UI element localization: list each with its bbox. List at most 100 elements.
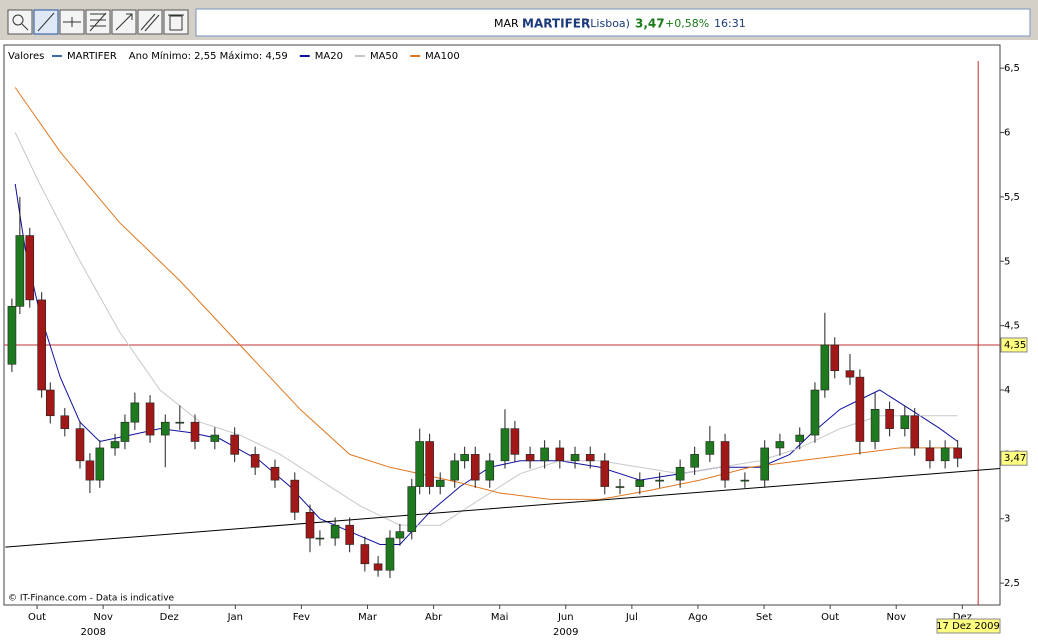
candle-body bbox=[415, 441, 425, 487]
candle-body bbox=[385, 537, 395, 571]
candle-body bbox=[190, 421, 200, 442]
candle-body bbox=[345, 524, 354, 545]
legend-title: Valores bbox=[8, 51, 44, 62]
candle-body bbox=[810, 389, 820, 436]
level-label: 4,35 bbox=[1004, 340, 1026, 351]
candle-body bbox=[270, 466, 280, 481]
trend-line bbox=[5, 468, 1001, 548]
y-tick-label: 6 bbox=[1004, 128, 1010, 139]
toolbar-icons bbox=[12, 12, 184, 32]
candle-body bbox=[425, 441, 434, 487]
candle-body bbox=[953, 447, 963, 459]
candle-body bbox=[160, 421, 170, 436]
x-group-label: 2009 bbox=[553, 627, 578, 638]
candle-body bbox=[290, 479, 300, 513]
candle-body bbox=[675, 466, 685, 481]
x-tick-label: Set bbox=[756, 612, 773, 623]
candle-body bbox=[910, 415, 920, 449]
copyright: © IT-Finance.com - Data is indicative bbox=[8, 594, 175, 604]
candle-body bbox=[655, 479, 664, 482]
x-tick-label: Mai bbox=[491, 612, 509, 623]
candle-body bbox=[7, 306, 17, 365]
candle-body bbox=[25, 235, 35, 301]
candle-body bbox=[407, 486, 417, 532]
candle-body bbox=[615, 486, 625, 488]
candle-body bbox=[570, 454, 580, 462]
candle-body bbox=[175, 421, 185, 424]
y-tick-label: 4,5 bbox=[1004, 321, 1020, 332]
last-price-label: 3,47 bbox=[1004, 453, 1026, 464]
candle-body bbox=[145, 402, 155, 436]
candle-body bbox=[855, 376, 865, 442]
candle-body bbox=[555, 447, 565, 462]
legend-label: MARTIFER bbox=[67, 51, 117, 62]
x-tick-label: Out bbox=[28, 612, 46, 623]
y-tick-label: 3 bbox=[1004, 514, 1010, 525]
legend-note: Ano Mínimo: 2,55 Máximo: 4,59 bbox=[129, 50, 288, 62]
candle-body bbox=[373, 563, 383, 571]
x-tick-label: Mar bbox=[358, 612, 378, 623]
ma-line bbox=[14, 87, 958, 500]
cursor-label: 17 Dez 2009 bbox=[936, 621, 1000, 632]
candle-body bbox=[110, 441, 120, 449]
price: 3,47 bbox=[635, 17, 665, 31]
candle-body bbox=[470, 454, 480, 481]
candle-body bbox=[210, 434, 220, 442]
candle-body bbox=[485, 460, 495, 481]
quote-panel bbox=[195, 8, 1031, 37]
last-price-box bbox=[1000, 450, 1028, 466]
candle-body bbox=[720, 441, 730, 481]
candle-body bbox=[315, 537, 325, 540]
candle-body bbox=[540, 447, 549, 462]
candle-body bbox=[775, 441, 785, 449]
legend: Valores MARTIFER Ano Mínimo: 2,55 Máximo:… bbox=[8, 50, 460, 62]
candle-body bbox=[830, 344, 840, 372]
candle-body bbox=[120, 421, 130, 442]
y-tick-label: 4 bbox=[1004, 385, 1010, 396]
candle-body bbox=[760, 447, 770, 481]
y-tick-label: 5 bbox=[1004, 256, 1010, 267]
candle-body bbox=[885, 409, 894, 429]
candle-body bbox=[15, 235, 25, 307]
candle-body bbox=[305, 512, 315, 539]
cursor-label-box bbox=[936, 618, 1001, 634]
y-tick-label: 6,5 bbox=[1004, 63, 1020, 74]
candle-body bbox=[510, 428, 520, 455]
x-tick-label: Nov bbox=[93, 612, 113, 623]
candle-body bbox=[330, 524, 340, 539]
candle-body bbox=[230, 434, 239, 455]
candle-body bbox=[75, 428, 85, 462]
plot-area bbox=[3, 44, 1001, 606]
parallel-tool-button[interactable] bbox=[137, 9, 163, 35]
y-tick-label: 2,5 bbox=[1004, 578, 1020, 589]
candle-body bbox=[690, 454, 699, 468]
zoom-button[interactable] bbox=[7, 9, 33, 35]
legend-label: MA100 bbox=[425, 51, 460, 62]
x-tick-label: Jan bbox=[227, 612, 243, 623]
candle-body bbox=[585, 454, 595, 462]
candle-body bbox=[940, 447, 950, 462]
x-tick-label: Jun bbox=[557, 612, 574, 623]
x-tick-label: Nov bbox=[886, 612, 906, 623]
exchange: MAR bbox=[494, 17, 519, 30]
market: (Lisboa) bbox=[586, 17, 630, 30]
candle-body bbox=[45, 389, 55, 417]
stock-name: MARTIFER bbox=[522, 17, 590, 31]
candle-body bbox=[450, 460, 460, 481]
candle-body bbox=[500, 428, 510, 462]
candle-body bbox=[95, 447, 105, 481]
candle-body bbox=[870, 409, 880, 442]
candle-body bbox=[130, 402, 140, 423]
candle-body bbox=[705, 441, 715, 455]
candle-body bbox=[845, 370, 855, 378]
x-tick-label: Jul bbox=[625, 612, 638, 623]
candle-body bbox=[900, 415, 910, 429]
x-tick-label: Abr bbox=[425, 612, 443, 623]
level-label-box bbox=[1000, 337, 1028, 353]
candle-body bbox=[60, 415, 70, 429]
candle-body bbox=[795, 434, 805, 442]
y-tick-label: 5,5 bbox=[1004, 192, 1020, 203]
legend-label: MA20 bbox=[315, 51, 343, 62]
